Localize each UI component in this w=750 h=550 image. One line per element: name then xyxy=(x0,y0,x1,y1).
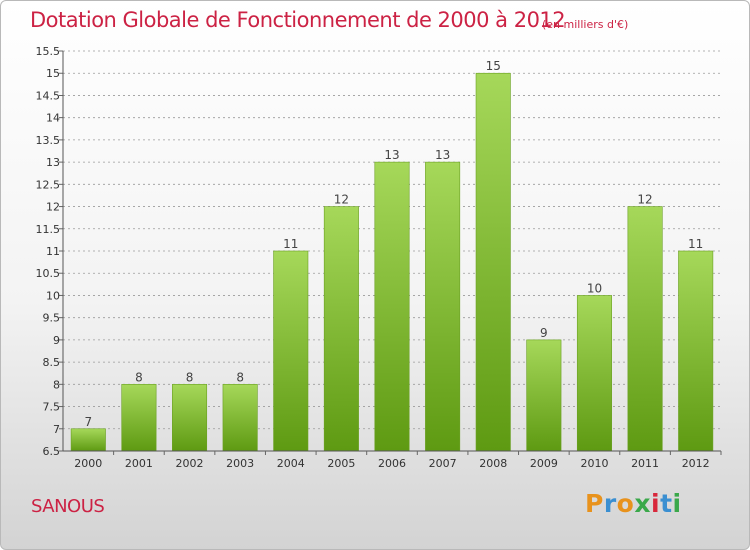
y-tick-labels: 6.5 7 7.5 8 8.5 9 9.5 10 10.5 11 11.5 12 12.5 13 13.5 1… xyxy=(36,45,61,458)
chart-unit-label: (en milliers d'€) xyxy=(542,18,629,31)
y-tick-label: 15 xyxy=(46,67,60,80)
logo-letter: r xyxy=(603,489,617,518)
chart-title: Dotation Globale de Fonctionnement de 20… xyxy=(30,8,566,32)
y-tick-label: 10 xyxy=(46,289,60,302)
data-label: 9 xyxy=(540,326,548,340)
x-tick-label: 2010 xyxy=(580,457,608,470)
y-tick-label: 13 xyxy=(46,156,60,169)
bar-2002[interactable] xyxy=(172,384,208,452)
data-label: 12 xyxy=(637,193,652,207)
x-tick-label: 2003 xyxy=(226,457,254,470)
data-label: 12 xyxy=(334,193,349,207)
y-tick-label: 11 xyxy=(46,245,60,258)
y-tick-label: 10.5 xyxy=(36,267,61,280)
bar-2008[interactable] xyxy=(475,72,511,452)
bar-2004[interactable] xyxy=(273,250,309,452)
x-tick-label: 2012 xyxy=(682,457,710,470)
data-label: 10 xyxy=(587,281,602,295)
x-tick-labels: 2000 2001 2002 2003 2004 2005 2006 2007 2008 2009… xyxy=(74,457,709,470)
y-tick-label: 12 xyxy=(46,201,60,214)
y-tick-label: 6.5 xyxy=(43,445,61,458)
data-label: 11 xyxy=(283,237,298,251)
bar-2003[interactable] xyxy=(222,384,258,452)
bar-2005[interactable] xyxy=(323,206,359,452)
y-tick-label: 9 xyxy=(53,334,60,347)
y-tick-label: 14.5 xyxy=(36,89,61,102)
logo-letter: i xyxy=(672,489,682,518)
x-tick-label: 2000 xyxy=(74,457,102,470)
y-tick-label: 8.5 xyxy=(43,356,61,369)
logo-letter: o xyxy=(616,489,635,518)
x-tick-label: 2007 xyxy=(429,457,457,470)
x-tick-label: 2005 xyxy=(327,457,355,470)
bar-2012[interactable] xyxy=(678,250,714,452)
data-label: 8 xyxy=(236,370,244,384)
bar-2011[interactable] xyxy=(627,206,663,452)
bar-2000[interactable] xyxy=(70,428,106,452)
y-tick-label: 7 xyxy=(53,423,60,436)
data-label: 8 xyxy=(186,370,194,384)
bars xyxy=(70,72,714,452)
y-tick-label: 14 xyxy=(46,112,60,125)
y-tick-label: 7.5 xyxy=(43,401,61,414)
logo-letter: x xyxy=(634,489,651,518)
x-tick-label: 2001 xyxy=(125,457,153,470)
y-tick-label: 15.5 xyxy=(36,45,61,58)
proxiti-logo[interactable]: Proxiti xyxy=(585,489,682,518)
data-label: 13 xyxy=(435,148,450,162)
y-tick-label: 11.5 xyxy=(36,223,61,236)
x-tick-label: 2002 xyxy=(176,457,204,470)
logo-letter: t xyxy=(660,489,673,518)
y-tick-label: 8 xyxy=(53,378,60,391)
y-tick-label: 9.5 xyxy=(43,312,61,325)
y-tick-label: 13.5 xyxy=(36,134,61,147)
x-tick-label: 2006 xyxy=(378,457,406,470)
commune-name: SANOUS xyxy=(31,496,105,517)
bar-2001[interactable] xyxy=(121,384,157,452)
bar-2009[interactable] xyxy=(526,339,562,452)
data-label: 8 xyxy=(135,370,143,384)
x-tick-label: 2011 xyxy=(631,457,659,470)
data-label: 11 xyxy=(688,237,703,251)
logo-letter: i xyxy=(651,489,661,518)
bar-2007[interactable] xyxy=(425,161,461,452)
data-label: 15 xyxy=(486,59,501,73)
x-tick-label: 2008 xyxy=(479,457,507,470)
data-label: 7 xyxy=(84,415,92,429)
bar-2006[interactable] xyxy=(374,161,410,452)
bar-2010[interactable] xyxy=(576,295,612,452)
y-tick-label: 12.5 xyxy=(36,178,61,191)
data-label: 13 xyxy=(384,148,399,162)
logo-letter: P xyxy=(585,489,604,518)
x-tick-label: 2009 xyxy=(530,457,558,470)
axes xyxy=(59,50,722,455)
data-labels: 7 8 8 8 11 12 13 13 15 9 10 12 11 xyxy=(84,59,703,429)
x-tick-label: 2004 xyxy=(277,457,305,470)
